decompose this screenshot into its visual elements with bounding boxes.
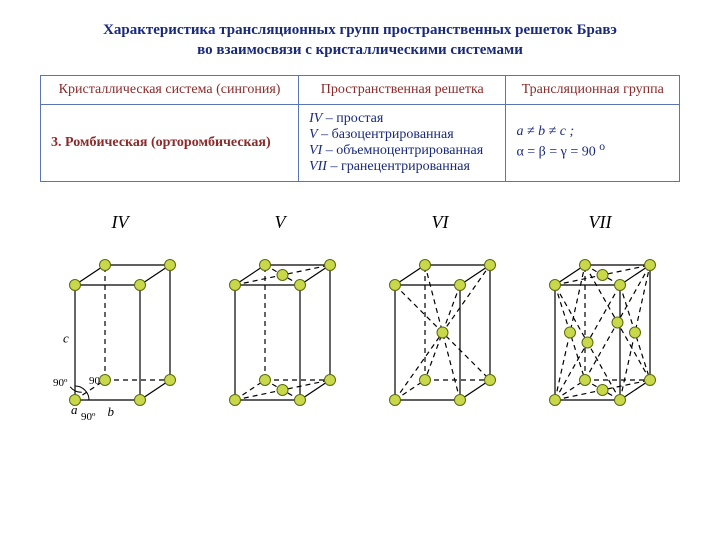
lattice-line: IV – простая [309, 111, 495, 127]
lattice-svg: cba90º90º90º [50, 235, 190, 455]
group-deg: o [599, 140, 605, 153]
lattice-line: VII – гранецентрированная [309, 159, 495, 175]
col-group: Трансляционная группа [506, 75, 680, 104]
group-constraint: a ≠ b ≠ c ; [516, 124, 574, 139]
svg-text:90º: 90º [81, 411, 96, 423]
lattice-line: V – базоцентрированная [309, 127, 495, 143]
cell-group: a ≠ b ≠ c ; α = β = γ = 90 o [506, 104, 680, 181]
diagram-V: V [210, 212, 350, 455]
diagrams-row: IV cba90º90º90º V VI VII [40, 212, 680, 455]
svg-text:90º: 90º [53, 377, 68, 389]
svg-text:c: c [63, 330, 69, 345]
cell-system: 3. Ромбическая (орторомбическая) [41, 104, 299, 181]
page-title: Характеристика трансляционных групп прос… [40, 20, 680, 61]
group-angles: α = β = γ = 90 [516, 145, 595, 160]
lattice-line: VI – объемноцентрированная [309, 143, 495, 159]
title-line-1: Характеристика трансляционных групп прос… [103, 22, 617, 38]
cell-lattice: IV – простаяV – базоцентрированнаяVI – о… [299, 104, 506, 181]
diagram-label: VII [530, 212, 670, 233]
diagram-VI: VI [370, 212, 510, 455]
diagram-label: IV [50, 212, 190, 233]
lattice-table: Кристаллическая система (сингония) Прост… [40, 75, 680, 182]
diagram-VII: VII [530, 212, 670, 455]
title-line-2: во взаимосвязи с кристаллическими систем… [197, 42, 523, 58]
col-system: Кристаллическая система (сингония) [41, 75, 299, 104]
diagram-label: VI [370, 212, 510, 233]
lattice-svg [370, 235, 510, 455]
diagram-label: V [210, 212, 350, 233]
col-lattice: Пространственная решетка [299, 75, 506, 104]
lattice-svg [210, 235, 350, 455]
svg-text:b: b [108, 404, 115, 419]
lattice-svg [530, 235, 670, 455]
diagram-IV: IV cba90º90º90º [50, 212, 190, 455]
